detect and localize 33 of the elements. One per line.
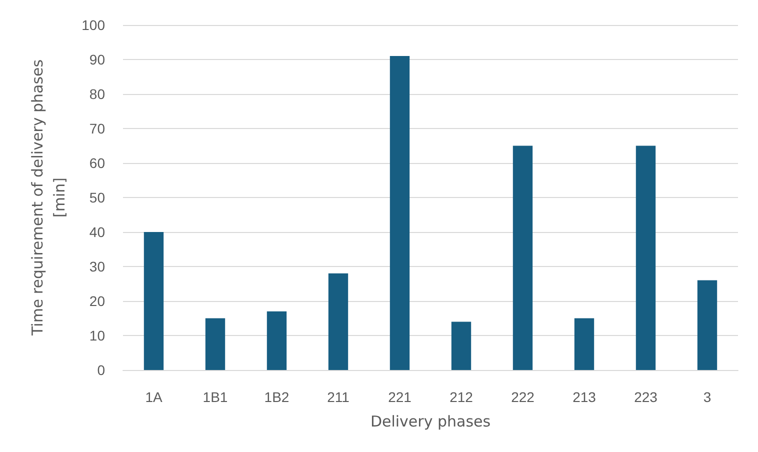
bar <box>144 232 164 370</box>
bar <box>266 311 287 370</box>
y-tick-label: 10 <box>89 328 106 344</box>
y-tick-label: 90 <box>89 52 106 68</box>
y-tick-label: 60 <box>89 155 106 171</box>
bar <box>390 56 410 370</box>
y-tick-label: 40 <box>89 224 106 240</box>
bar <box>328 273 348 370</box>
x-tick-label: 223 <box>634 389 658 405</box>
y-tick-label: 50 <box>89 190 106 206</box>
bar <box>697 280 718 370</box>
x-tick-label: 212 <box>450 389 474 405</box>
x-tick-label: 211 <box>327 389 350 405</box>
bar <box>451 322 472 370</box>
bar <box>636 146 656 370</box>
x-tick-label: 213 <box>572 389 596 405</box>
x-tick-label: 1A <box>145 389 163 405</box>
y-tick-label: 20 <box>89 293 106 309</box>
x-tick-label: 1B2 <box>264 389 290 405</box>
y-axis-title: Time requirement of delivery phases [min] <box>28 59 69 337</box>
y-tick-label: 0 <box>97 362 106 378</box>
y-tick-label: 30 <box>89 258 106 274</box>
bar <box>574 318 594 370</box>
y-tick-label: 80 <box>89 86 106 102</box>
y-tick-label: 100 <box>82 17 106 33</box>
x-tick-label: 1B1 <box>202 389 228 405</box>
x-axis-title: Delivery phases <box>370 412 491 430</box>
x-tick-label: 3 <box>703 389 712 405</box>
y-tick-label: 70 <box>89 120 106 136</box>
bar <box>512 146 533 370</box>
x-tick-label: 222 <box>511 389 535 405</box>
bar <box>205 318 226 370</box>
x-tick-label: 221 <box>388 389 412 405</box>
